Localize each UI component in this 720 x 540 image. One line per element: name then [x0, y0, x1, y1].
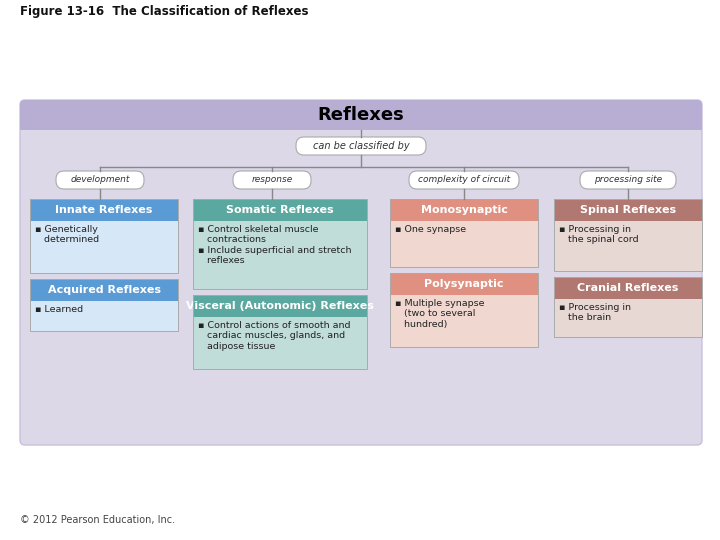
Bar	[390, 199, 538, 267]
Bar	[554, 199, 702, 271]
Text: development: development	[71, 176, 130, 185]
Text: © 2012 Pearson Education, Inc.: © 2012 Pearson Education, Inc.	[20, 515, 175, 525]
Text: Somatic Reflexes: Somatic Reflexes	[226, 205, 334, 215]
Text: Innate Reflexes: Innate Reflexes	[55, 205, 153, 215]
Bar	[390, 221, 538, 267]
Text: ▪ Processing in
   the brain: ▪ Processing in the brain	[559, 303, 631, 322]
Bar	[30, 301, 178, 331]
Text: Reflexes: Reflexes	[318, 106, 405, 124]
Bar	[30, 199, 178, 221]
FancyBboxPatch shape	[56, 171, 144, 189]
Bar	[554, 221, 702, 271]
FancyBboxPatch shape	[580, 171, 676, 189]
Bar	[390, 273, 538, 295]
Text: can be classified by: can be classified by	[312, 141, 409, 151]
Bar	[554, 277, 702, 337]
Text: Polysynaptic: Polysynaptic	[424, 279, 504, 289]
FancyBboxPatch shape	[296, 137, 426, 155]
Bar	[193, 295, 367, 369]
Text: Spinal Reflexes: Spinal Reflexes	[580, 205, 676, 215]
Text: response: response	[251, 176, 292, 185]
Bar	[554, 199, 702, 221]
Bar	[193, 221, 367, 289]
Bar	[30, 199, 178, 273]
Text: Figure 13-16  The Classification of Reflexes: Figure 13-16 The Classification of Refle…	[20, 5, 308, 18]
Bar	[30, 221, 178, 273]
Bar	[30, 279, 178, 301]
Text: ▪ Processing in
   the spinal cord: ▪ Processing in the spinal cord	[559, 225, 639, 245]
Bar	[554, 299, 702, 337]
Text: ▪ One synapse: ▪ One synapse	[395, 225, 466, 234]
Bar	[390, 295, 538, 347]
Text: Monosynaptic: Monosynaptic	[420, 205, 508, 215]
Text: Visceral (Autonomic) Reflexes: Visceral (Autonomic) Reflexes	[186, 301, 374, 311]
Text: ▪ Genetically
   determined: ▪ Genetically determined	[35, 225, 99, 245]
Text: Cranial Reflexes: Cranial Reflexes	[577, 283, 679, 293]
Bar	[193, 199, 367, 221]
Bar	[30, 279, 178, 331]
Bar	[554, 277, 702, 299]
FancyBboxPatch shape	[409, 171, 519, 189]
Bar	[193, 199, 367, 289]
FancyBboxPatch shape	[20, 100, 702, 445]
Text: complexity of circuit: complexity of circuit	[418, 176, 510, 185]
Bar	[193, 295, 367, 317]
Bar	[193, 317, 367, 369]
Text: ▪ Learned: ▪ Learned	[35, 305, 83, 314]
Text: ▪ Control skeletal muscle
   contractions
▪ Include superficial and stretch
   r: ▪ Control skeletal muscle contractions ▪…	[198, 225, 351, 265]
Text: ▪ Control actions of smooth and
   cardiac muscles, glands, and
   adipose tissu: ▪ Control actions of smooth and cardiac …	[198, 321, 351, 351]
FancyBboxPatch shape	[233, 171, 311, 189]
Bar	[20, 115, 702, 130]
Text: processing site: processing site	[594, 176, 662, 185]
FancyBboxPatch shape	[20, 100, 702, 130]
Text: Acquired Reflexes: Acquired Reflexes	[48, 285, 161, 295]
Text: ▪ Multiple synapse
   (two to several
   hundred): ▪ Multiple synapse (two to several hundr…	[395, 299, 485, 329]
Bar	[390, 199, 538, 221]
Bar	[390, 273, 538, 347]
